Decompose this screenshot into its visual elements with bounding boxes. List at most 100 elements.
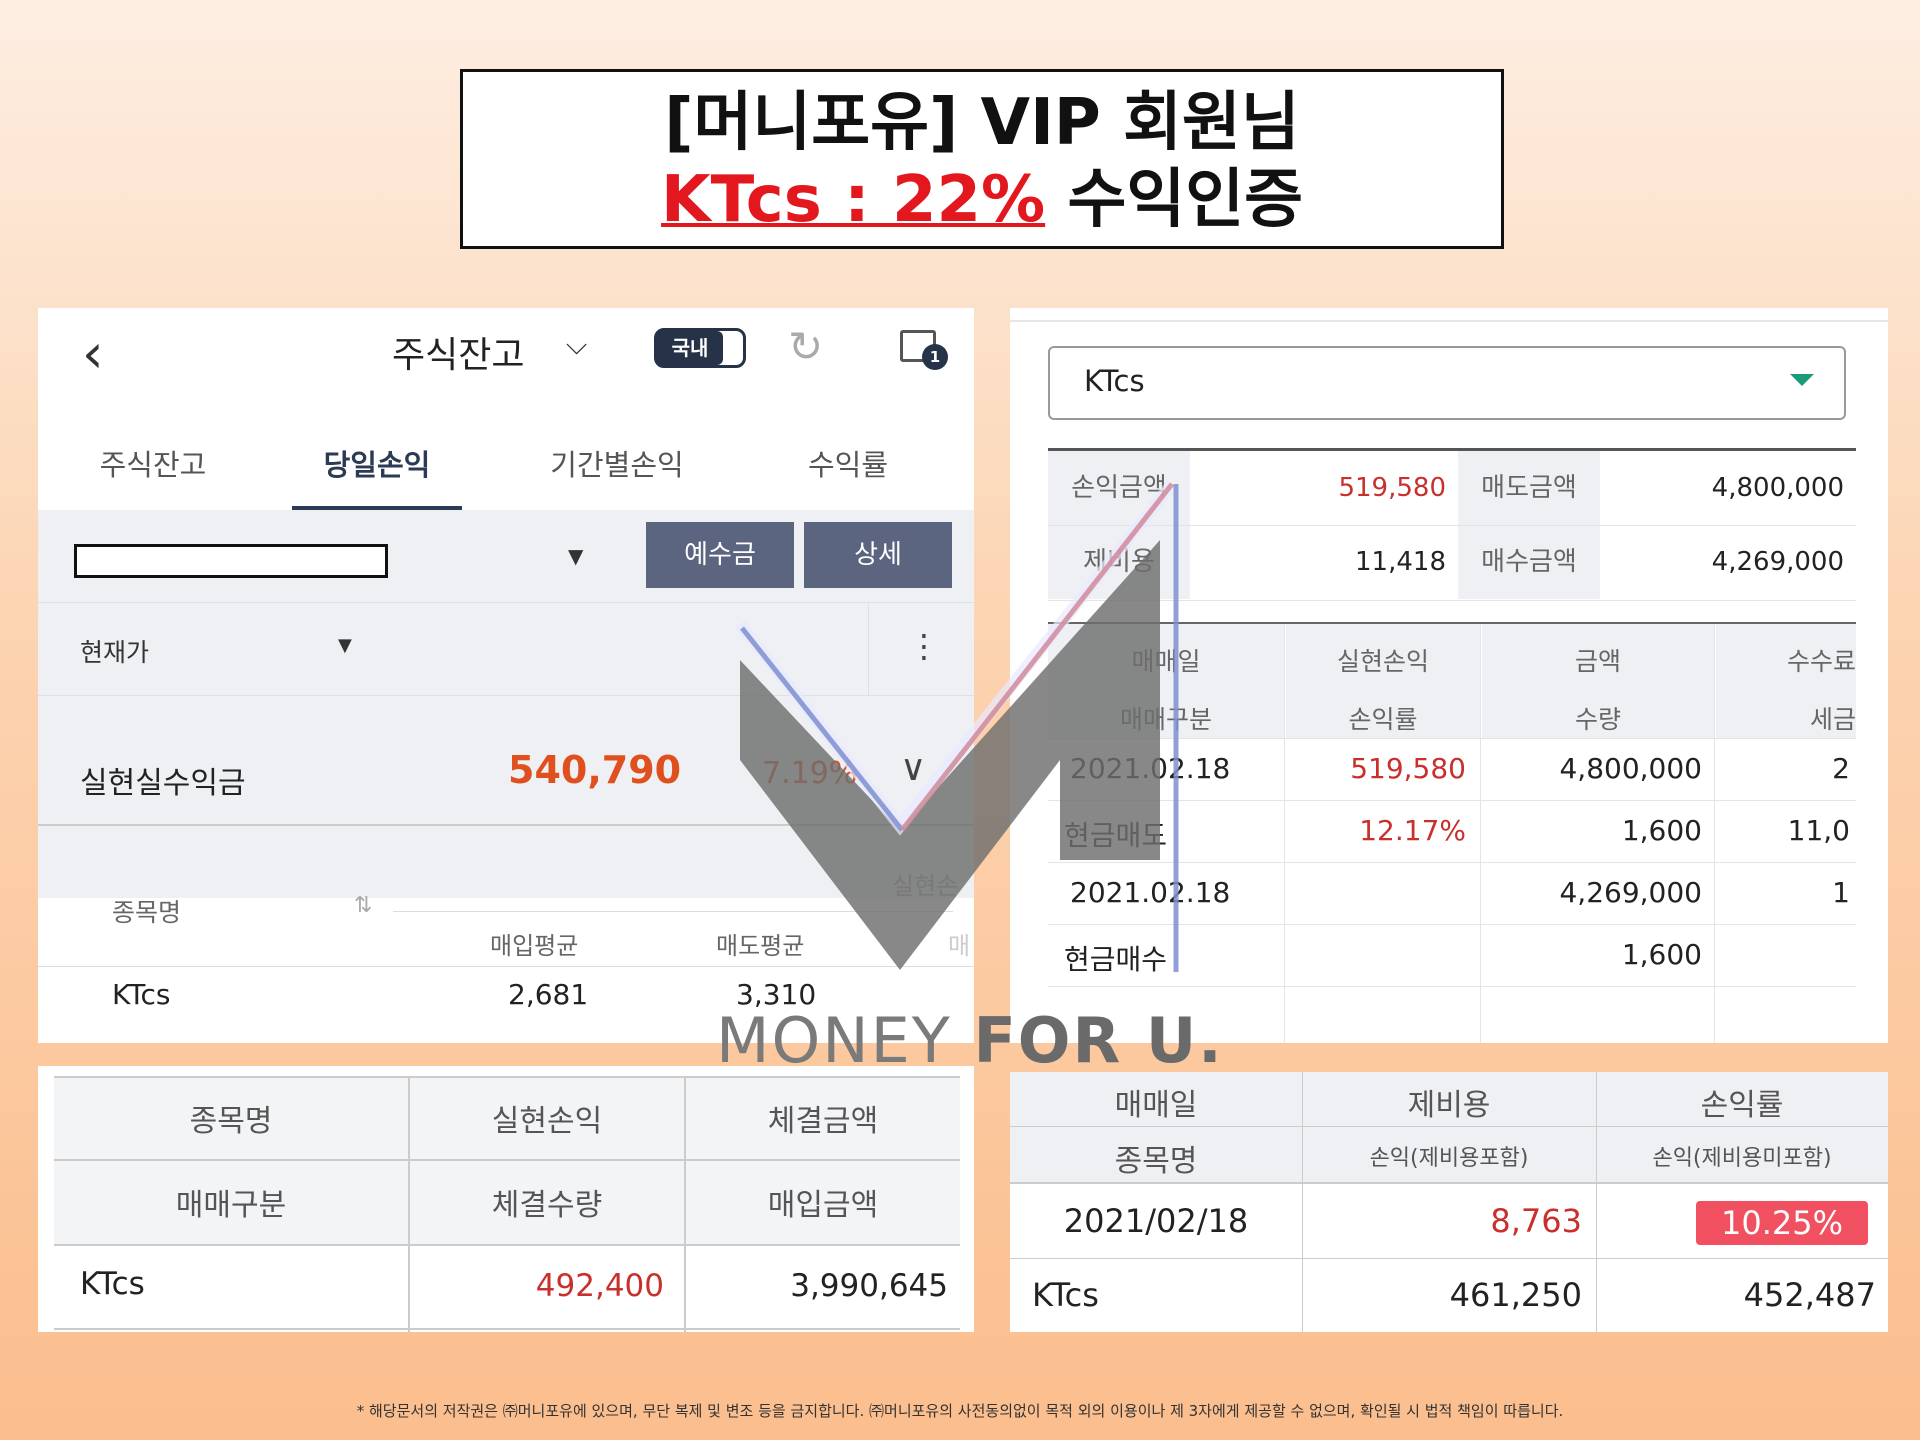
divider bbox=[1048, 862, 1856, 863]
title-rest: 수익인증 bbox=[1067, 163, 1303, 237]
value-buy-amount: 4,269,000 bbox=[1711, 547, 1844, 577]
label-pnl-amount: 손익금액 bbox=[1048, 451, 1190, 525]
header-bg bbox=[1286, 624, 1480, 738]
refresh-icon[interactable]: ↻ bbox=[788, 322, 824, 371]
stock-balance-screen: ‹ 주식잔고 ⌵ 국내 ↻ 1 주식잔고 당일손익 기간별손익 수익률 ▼ 예수… bbox=[38, 308, 974, 1043]
divider bbox=[1480, 624, 1481, 1043]
account-number-redacted[interactable] bbox=[74, 544, 388, 578]
divider bbox=[1302, 1072, 1303, 1332]
divider bbox=[1010, 1258, 1888, 1259]
caret-down-icon[interactable]: ▼ bbox=[568, 544, 584, 568]
copyright-footer: * 해당문서의 저작권은 ㈜머니포유에 있으며, 무단 복제 및 변조 등을 금… bbox=[356, 1402, 1564, 1420]
title-highlight: KTcs : 22% bbox=[661, 163, 1046, 237]
more-icon[interactable]: ⋮ bbox=[908, 627, 940, 665]
chevron-down-icon[interactable]: ⌵ bbox=[566, 328, 588, 361]
deposit-button[interactable]: 예수금 bbox=[646, 522, 794, 588]
header-amount: 금액 bbox=[1574, 647, 1621, 676]
col-partial: 매 bbox=[948, 932, 971, 960]
tab-stock-balance[interactable]: 주식잔고 bbox=[99, 448, 207, 482]
detail-button[interactable]: 상세 bbox=[804, 522, 952, 588]
cell-quantity: 1,600 bbox=[1621, 814, 1702, 847]
divider bbox=[1010, 1182, 1888, 1184]
divider bbox=[1010, 320, 1888, 322]
stock-select-value: KTcs bbox=[1084, 364, 1145, 398]
cell-stock-name: KTcs bbox=[1032, 1276, 1099, 1314]
header-return-rate: 손익률 bbox=[1348, 705, 1418, 734]
divider bbox=[1048, 622, 1856, 624]
toggle-label: 국내 bbox=[657, 331, 723, 365]
cell-return-rate: 12.17% bbox=[1359, 814, 1466, 847]
header-commission: 수수료 bbox=[1786, 647, 1856, 676]
header-tax: 세금 bbox=[1809, 705, 1856, 734]
cell-realized-pnl: 492,400 bbox=[535, 1268, 664, 1304]
cell-commission: 2 bbox=[1832, 752, 1850, 785]
summary-percent: 7.19% bbox=[762, 756, 858, 791]
divider bbox=[1048, 448, 1856, 451]
tab-return-rate[interactable]: 수익률 bbox=[807, 448, 889, 482]
cell-realized-pnl: 519,580 bbox=[1350, 752, 1466, 785]
divider bbox=[54, 1076, 960, 1078]
value-pnl-amount: 519,580 bbox=[1338, 473, 1446, 503]
divider bbox=[1048, 924, 1856, 925]
label-buy-amount: 매수금액 bbox=[1458, 525, 1600, 599]
return-rate-badge: 10.25% bbox=[1696, 1201, 1868, 1245]
daily-return-table: 매매일 제비용 손익률 종목명 손익(제비용포함) 손익(제비용미포함) 202… bbox=[1010, 1072, 1888, 1332]
header-realized-pnl: 실현손익 bbox=[1336, 647, 1429, 676]
title-box: [머니포유] VIP 회원님 KTcs : 22% 수익인증 bbox=[460, 69, 1504, 249]
price-select[interactable]: 현재가 bbox=[80, 638, 150, 667]
header-trade-date: 매매일 bbox=[1114, 1088, 1198, 1123]
row-stock-name[interactable]: KTcs bbox=[112, 978, 171, 1011]
watermark-text-part1: MONEY bbox=[716, 1004, 974, 1077]
divider bbox=[1048, 738, 1856, 739]
cell-trade-type: 현금매수 bbox=[1064, 943, 1168, 976]
top-bar: ‹ 주식잔고 ⌵ 국내 ↻ 1 bbox=[38, 308, 974, 408]
divider bbox=[1048, 986, 1856, 987]
header-bg bbox=[1482, 624, 1714, 738]
cell-trade-type: 현금매도 bbox=[1064, 819, 1168, 852]
divider bbox=[54, 1244, 960, 1246]
cell-amount: 4,269,000 bbox=[1559, 876, 1702, 909]
cell-expenses: 8,763 bbox=[1490, 1202, 1582, 1240]
summary-value: 540,790 bbox=[508, 748, 682, 792]
expand-chevron-icon[interactable]: ∨ bbox=[900, 748, 927, 789]
cell-trade-date: 2021/02/18 bbox=[1063, 1202, 1249, 1240]
label-expenses: 제비용 bbox=[1048, 525, 1190, 599]
divider bbox=[1048, 800, 1856, 801]
window-count-badge: 1 bbox=[922, 344, 948, 370]
divider bbox=[54, 1328, 960, 1330]
row-sell-avg: 3,310 bbox=[736, 978, 817, 1011]
cell-amount: 4,800,000 bbox=[1559, 752, 1702, 785]
header-trade-type: 매매구분 bbox=[1119, 705, 1212, 734]
divider bbox=[1596, 1072, 1597, 1332]
col-sell-avg: 매도평균 bbox=[716, 932, 805, 960]
chevron-left-icon[interactable]: ‹ bbox=[82, 322, 104, 385]
price-select-row: 현재가 ▼ ⋮ bbox=[38, 602, 974, 696]
cell-quantity: 1,600 bbox=[1621, 938, 1702, 971]
screen-title[interactable]: 주식잔고 bbox=[392, 335, 525, 376]
cell-tax: 11,0 bbox=[1787, 814, 1850, 847]
header-quantity: 수량 bbox=[1574, 705, 1621, 734]
cell-pnl-incl: 461,250 bbox=[1449, 1276, 1582, 1314]
tab-daily-pnl[interactable]: 당일손익 bbox=[292, 430, 462, 512]
trade-detail-screen: KTcs 손익금액 519,580 매도금액 4,800,000 제비용 11,… bbox=[1010, 308, 1888, 1043]
cell-pnl-excl: 452,487 bbox=[1743, 1276, 1876, 1314]
sort-icon[interactable]: ⇅ bbox=[354, 893, 373, 918]
header-stock-name: 종목명 bbox=[189, 1104, 273, 1139]
tab-period-pnl[interactable]: 기간별손익 bbox=[550, 448, 684, 482]
col-stock-name: 종목명 bbox=[112, 898, 182, 927]
header-pnl-incl: 손익(제비용포함) bbox=[1369, 1146, 1529, 1171]
caret-down-icon[interactable]: ▼ bbox=[338, 635, 352, 656]
divider bbox=[393, 911, 953, 912]
domestic-toggle[interactable]: 국내 bbox=[654, 328, 746, 368]
stock-select[interactable]: KTcs bbox=[1048, 346, 1846, 420]
divider bbox=[684, 1076, 686, 1332]
cell-trade-date: 2021.02.18 bbox=[1070, 876, 1231, 909]
header-exec-amount: 체결금액 bbox=[767, 1104, 879, 1139]
header-expenses: 제비용 bbox=[1407, 1088, 1491, 1123]
watermark-text: MONEY FOR U. bbox=[716, 1004, 1224, 1077]
header-stock-name: 종목명 bbox=[1114, 1144, 1198, 1179]
title-line2: KTcs : 22% 수익인증 bbox=[463, 160, 1501, 240]
col-realized: 실현손 bbox=[892, 872, 959, 900]
header-return-rate: 손익률 bbox=[1700, 1088, 1784, 1123]
cell-trade-date: 2021.02.18 bbox=[1070, 752, 1231, 785]
